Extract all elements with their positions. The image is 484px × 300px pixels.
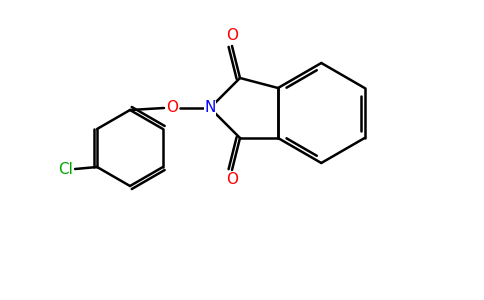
Text: N: N <box>204 100 216 116</box>
Text: Cl: Cl <box>58 161 73 176</box>
Text: O: O <box>226 28 238 44</box>
Text: O: O <box>166 100 178 116</box>
Text: O: O <box>226 172 238 188</box>
